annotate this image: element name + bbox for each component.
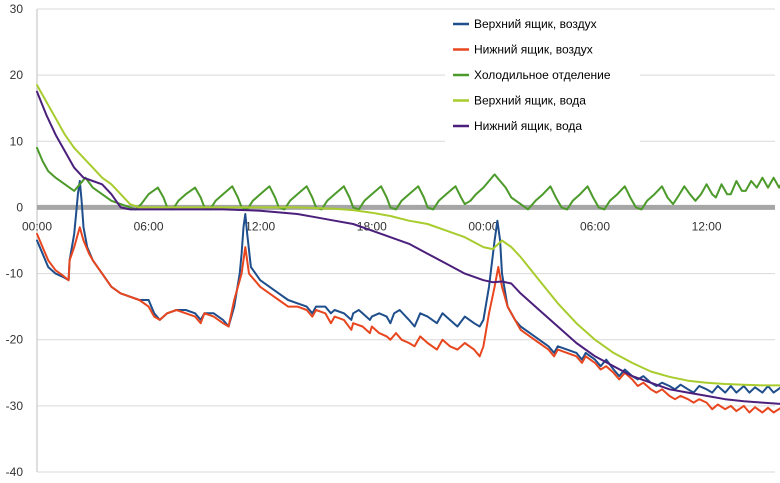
legend: Верхний ящик, воздух Нижний ящик, воздух Х… [445, 12, 640, 144]
series-line-1 [36, 180, 780, 394]
series-line-2 [36, 226, 780, 414]
legend-label: Верхний ящик, вода [474, 94, 586, 108]
x-tick-label: 06:00 [134, 219, 164, 233]
x-axis-tick-labels: 00:00 06:00 12:00 18:00 00:00 06:00 12:00 [22, 219, 722, 233]
y-tick-label: 0 [16, 200, 23, 214]
x-tick-label: 00:00 [468, 219, 498, 233]
y-tick-label: -40 [6, 465, 24, 479]
legend-background [445, 12, 640, 144]
x-tick-label: 18:00 [357, 219, 387, 233]
series-line-5 [36, 90, 780, 405]
x-tick-label: 06:00 [580, 219, 610, 233]
series-line-3 [36, 146, 780, 211]
y-tick-label: 30 [10, 2, 24, 16]
gridlines [37, 8, 775, 473]
y-tick-label: -10 [6, 267, 24, 281]
series-lines [36, 84, 780, 414]
y-axis-tick-labels: 30 20 10 0 -10 -20 -30 -40 [6, 2, 24, 479]
y-tick-label: 10 [10, 134, 24, 148]
legend-label: Нижний ящик, воздух [474, 43, 593, 57]
legend-label: Верхний ящик, воздух [474, 17, 597, 31]
series-line-4 [36, 84, 780, 387]
legend-label: Холодильное отделение [474, 68, 611, 82]
x-tick-label: 12:00 [245, 219, 275, 233]
x-tick-label: 00:00 [22, 219, 52, 233]
y-tick-label: 20 [10, 68, 24, 82]
y-tick-label: -20 [6, 333, 24, 347]
x-tick-label: 12:00 [692, 219, 722, 233]
y-tick-label: -30 [6, 399, 24, 413]
legend-label: Нижний ящик, вода [474, 119, 582, 133]
